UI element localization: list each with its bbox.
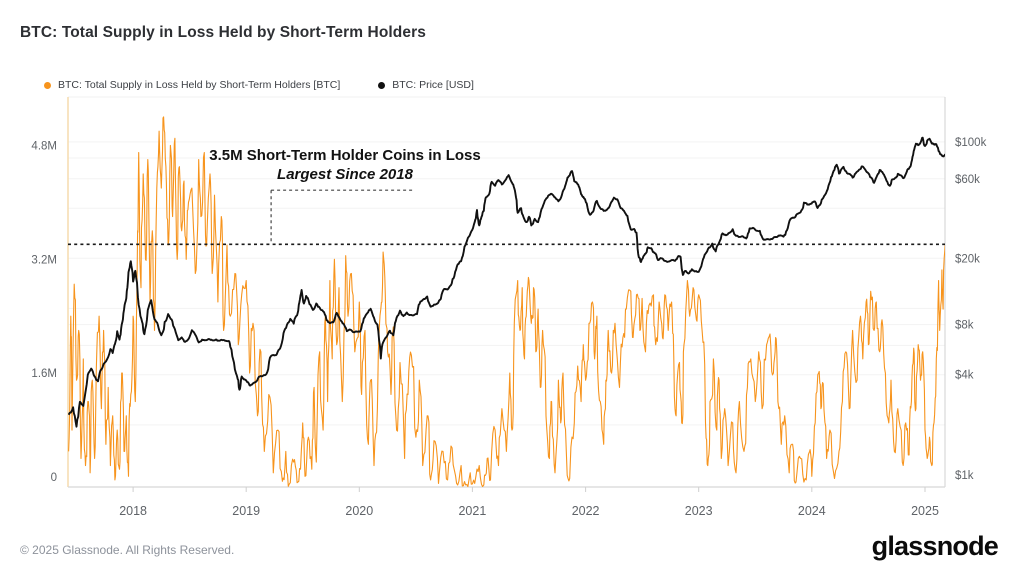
legend-label-supply: BTC: Total Supply in Loss Held by Short-…: [58, 79, 341, 91]
page-title: BTC: Total Supply in Loss Held by Short-…: [20, 24, 426, 41]
y-right-tick-label: $60k: [955, 174, 980, 186]
x-axis-tick-label: 2021: [458, 504, 486, 518]
x-axis-tick-label: 2020: [345, 504, 373, 518]
series-supply-in-loss-line: [68, 116, 945, 487]
legend-swatch-orange-icon: [44, 81, 51, 89]
y-right-tick-label: $4k: [955, 370, 974, 382]
y-right-tick-label: $20k: [955, 253, 980, 265]
y-right-tick-label: $1k: [955, 470, 974, 482]
legend-item-supply-in-loss[interactable]: BTC: Total Supply in Loss Held by Short-…: [44, 79, 340, 91]
x-axis-tick-label: 2024: [798, 504, 826, 518]
series-price-line: [68, 136, 945, 428]
x-axis-tick-label: 2019: [232, 504, 260, 518]
x-axis-tick-label: 2025: [911, 504, 939, 518]
x-axis-tick-label: 2022: [572, 504, 600, 518]
glassnode-logo: glassnode: [871, 531, 999, 561]
y-left-tick-label: 0: [51, 472, 57, 484]
copyright-text: © 2025 Glassnode. All Rights Reserved.: [20, 543, 235, 557]
legend-label-price: BTC: Price [USD]: [392, 79, 474, 91]
y-left-tick-label: 3.2M: [31, 254, 57, 266]
y-left-tick-label: 1.6M: [31, 368, 57, 380]
x-axis-tick-label: 2018: [119, 504, 147, 518]
y-left-tick-label: 4.8M: [31, 140, 57, 152]
chart-legend: BTC: Total Supply in Loss Held by Short-…: [44, 79, 474, 91]
legend-swatch-black-icon: [378, 81, 386, 89]
legend-item-price[interactable]: BTC: Price [USD]: [378, 79, 474, 91]
y-right-tick-label: $100k: [955, 137, 987, 149]
x-axis-tick-label: 2023: [685, 504, 713, 518]
y-right-tick-label: $8k: [955, 320, 974, 332]
